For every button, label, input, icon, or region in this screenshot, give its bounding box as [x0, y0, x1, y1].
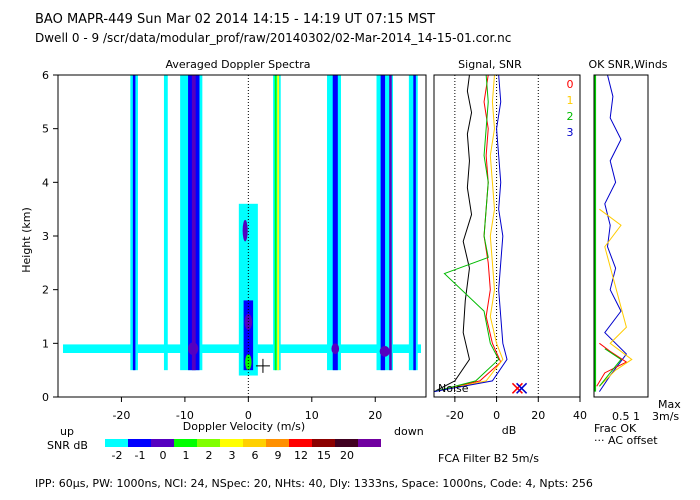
y-tick-label: 5: [42, 123, 49, 136]
winds-max-value: 3m/s: [652, 410, 679, 423]
y-tick-label: 0: [42, 391, 49, 404]
colorbar-swatch: [105, 439, 128, 447]
colorbar-swatch: [266, 439, 289, 447]
signal-plot: -20 0 20 40: [433, 74, 587, 422]
y-tick-label: 3: [42, 230, 49, 243]
spectral-band: [163, 75, 168, 371]
colorbar-swatch: [312, 439, 335, 447]
signal-frame: [433, 74, 581, 398]
noise-label: Noise: [438, 382, 469, 395]
x-tick-label: 0: [493, 409, 500, 422]
signal-xlabel: dB: [502, 424, 517, 437]
x-tick-label: -20: [446, 409, 464, 422]
legend-entry: 0: [567, 78, 574, 91]
spectral-band: [191, 75, 196, 371]
legend-entry: 3: [567, 126, 574, 139]
colorbar-label: 20: [340, 449, 354, 462]
colorbar-label: -2: [112, 449, 123, 462]
winds-plot: [594, 74, 633, 392]
winds-frame: [593, 74, 649, 398]
colorbar-label: 0: [160, 449, 167, 462]
spectral-band: [277, 75, 280, 371]
x-tick-label: 40: [573, 409, 587, 422]
colorbar-label: 3: [229, 449, 236, 462]
legend-entry: 1: [567, 94, 574, 107]
y-tick-label: 6: [42, 69, 49, 82]
x-tick-label: 10: [305, 409, 319, 422]
colorbar-label: 12: [294, 449, 308, 462]
colorbar-swatch: [289, 439, 312, 447]
colorbar-label: 6: [252, 449, 259, 462]
series-0-line: [433, 74, 502, 393]
colorbar-swatch: [197, 439, 220, 447]
y-tick-label: 1: [42, 337, 49, 350]
spectral-band: [389, 75, 392, 371]
filter-label: FCA Filter B2 5m/s: [438, 452, 539, 465]
colorbar: -2 -1 0 1 2 3 6 9 12 15 20: [105, 439, 381, 462]
spectral-band: [243, 300, 254, 371]
label-up: up: [60, 425, 74, 438]
colorbar-label: 2: [206, 449, 213, 462]
snr-x-marker: [511, 382, 523, 394]
signal-title: Signal, SNR: [458, 58, 522, 71]
x-tick-label: -10: [176, 409, 194, 422]
spectral-blob: [379, 346, 390, 357]
x-tick-label: 20: [368, 409, 382, 422]
legend-entry: 2: [567, 110, 574, 123]
colorbar-swatch: [358, 439, 381, 447]
colorbar-label: -1: [135, 449, 146, 462]
winds-axis-label: 0.5 1: [612, 410, 640, 423]
header-line2: Dwell 0 - 9 /scr/data/modular_prof/raw/2…: [35, 31, 511, 45]
x-tick-label: 0: [245, 409, 252, 422]
colorbar-swatch: [220, 439, 243, 447]
winds-max-label: Max: [658, 398, 681, 411]
y-tick-label: 4: [42, 176, 49, 189]
spectra-plot: -20 -10 0 10 20 0 1 2 3 4 5 6: [42, 69, 421, 422]
winds-title: OK SNR,Winds: [588, 58, 667, 71]
colorbar-swatch: [335, 439, 358, 447]
x-tick-label: 20: [531, 409, 545, 422]
spectral-band: [273, 75, 281, 371]
spectral-band: [380, 75, 386, 371]
series-snr-line: [598, 74, 628, 392]
colorbar-swatch: [174, 439, 197, 447]
label-down: down: [394, 425, 424, 438]
header-line1: BAO MAPR-449 Sun Mar 02 2014 14:15 - 14:…: [35, 12, 435, 27]
y-tick-label: 2: [42, 284, 49, 297]
spectra-ylabel: Height (km): [20, 207, 33, 273]
series-3-line: [433, 74, 508, 393]
colorbar-title: SNR dB: [47, 439, 88, 452]
winds-frac-label: Frac OK: [594, 422, 637, 435]
spectra-frame: [57, 74, 427, 398]
spectra-title: Averaged Doppler Spectra: [165, 58, 310, 71]
series-winds2-line: [599, 348, 622, 387]
series-winds0-line: [596, 342, 628, 387]
spectral-band: [274, 75, 277, 371]
colorbar-swatch: [151, 439, 174, 447]
spectral-band: [132, 75, 136, 371]
spectra-xlabel: Doppler Velocity (m/s): [183, 420, 305, 433]
colorbar-label: 1: [183, 449, 190, 462]
spectral-blob: [245, 354, 252, 371]
colorbar-label: 15: [317, 449, 331, 462]
x-tick-label: -20: [112, 409, 130, 422]
colorbar-label: 9: [275, 449, 282, 462]
series-noise-line: [433, 74, 473, 393]
series-winds1-line: [599, 208, 633, 387]
spectral-blob: [331, 343, 340, 355]
winds-offset-label: ··· AC offset: [594, 434, 658, 447]
spectral-band: [332, 75, 338, 371]
spectral-band: [413, 75, 416, 371]
series-1-line: [433, 74, 504, 393]
series-2-line: [433, 74, 500, 393]
colorbar-swatch: [243, 439, 266, 447]
colorbar-swatch: [128, 439, 151, 447]
signal-legend: 0 1 2 3: [567, 78, 574, 139]
snr-x-marker: [516, 382, 528, 394]
params-line: IPP: 60µs, PW: 1000ns, NCI: 24, NSpec: 2…: [35, 477, 593, 490]
spectral-blob: [242, 219, 248, 242]
spectral-blob: [188, 342, 199, 356]
